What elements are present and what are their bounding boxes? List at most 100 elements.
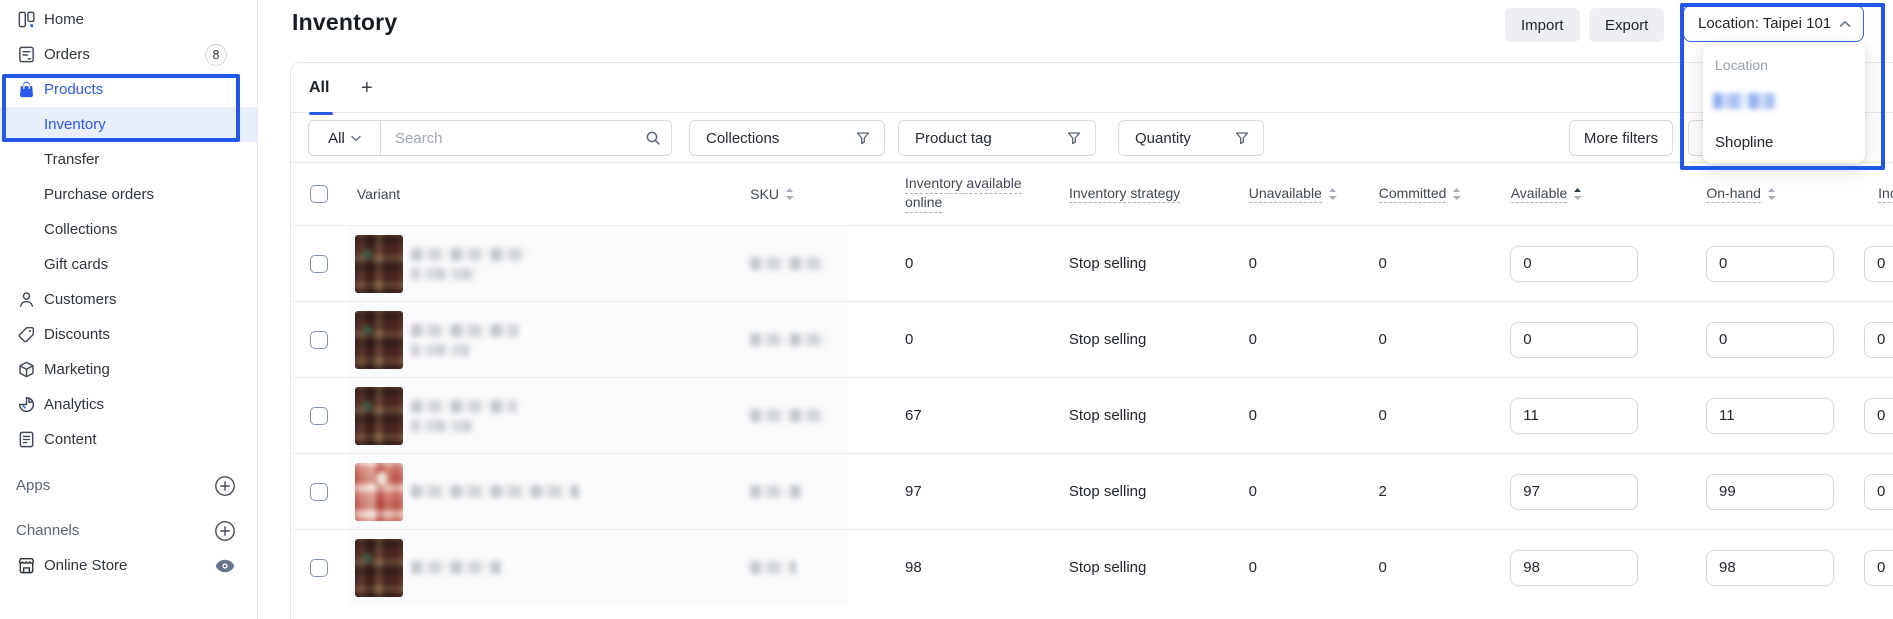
content-icon [16,430,36,450]
sidebar-item-online-store[interactable]: Online Store [0,548,257,583]
sidebar-item-label: Customers [44,291,117,308]
sidebar-item-inventory[interactable]: Inventory [0,107,257,142]
row-checkbox[interactable] [310,331,328,349]
store-icon [16,556,36,576]
search-icon[interactable] [635,130,671,146]
sidebar-item-analytics[interactable]: Analytics [0,387,257,422]
location-menu: Location Shopline [1703,45,1865,163]
chevron-down-icon [351,135,361,142]
analytics-icon [16,395,36,415]
on-hand-input[interactable] [1706,246,1834,282]
eye-icon[interactable] [214,555,236,577]
location-menu-item-shopline[interactable]: Shopline [1713,134,1855,151]
on-hand-input[interactable] [1706,322,1834,358]
incoming-input[interactable] [1864,246,1893,282]
available-online-value: 97 [905,483,922,500]
redacted-variant-name [411,561,501,574]
sidebar-item-label: Online Store [44,557,127,574]
sidebar-item-discounts[interactable]: Discounts [0,317,257,352]
inventory-strategy-value: Stop selling [1069,331,1147,348]
funnel-icon [1067,131,1081,145]
incoming-input[interactable] [1864,550,1893,586]
available-input[interactable] [1510,550,1638,586]
search-scope-label: All [328,130,345,147]
column-header-incoming: Incoming [1821,185,1893,203]
column-label: Variant [357,186,400,202]
sidebar-item-label: Transfer [44,151,99,168]
product-tag-filter-button[interactable]: Product tag [898,120,1096,156]
redacted-variant-name [411,248,527,280]
inventory-strategy-value: Stop selling [1069,483,1147,500]
collections-filter-button[interactable]: Collections [689,120,885,156]
sidebar-item-purchase-orders[interactable]: Purchase orders [0,177,257,212]
sidebar-section-label: Apps [16,477,50,494]
column-header-available[interactable]: Available [1454,185,1650,203]
funnel-icon [856,131,870,145]
sidebar-item-orders[interactable]: Orders8 [0,37,257,72]
orders-count-badge: 8 [205,44,227,66]
import-button[interactable]: Import [1505,8,1580,42]
incoming-input[interactable] [1864,322,1893,358]
column-header-sku[interactable]: SKU [700,186,848,202]
on-hand-input[interactable] [1706,398,1834,434]
sidebar-item-content[interactable]: Content [0,422,257,457]
sidebar-item-label: Marketing [44,361,110,378]
sidebar-item-products[interactable]: Products [0,72,257,107]
column-header-committed[interactable]: Committed [1322,185,1454,203]
more-filters-button[interactable]: More filters [1569,120,1673,156]
product-thumbnail [355,387,403,445]
sidebar-section-channels[interactable]: Channels [0,513,257,548]
column-header-onhand[interactable]: On-hand [1649,185,1821,203]
sidebar-item-collections[interactable]: Collections [0,212,257,247]
plus-circle-icon[interactable] [214,520,236,542]
available-input[interactable] [1510,322,1638,358]
inventory-strategy-value: Stop selling [1069,407,1147,424]
tab-all[interactable]: All [309,63,329,113]
on-hand-input[interactable] [1706,474,1834,510]
select-all-checkbox[interactable] [310,185,328,203]
column-label: Inventory strategy [1069,185,1180,203]
inventory-card: All + All Collections [290,62,1893,619]
location-menu-item-current[interactable] [1713,93,1855,109]
row-checkbox[interactable] [310,559,328,577]
search-scope-dropdown[interactable]: All [309,121,381,155]
sidebar-item-customers[interactable]: Customers [0,282,257,317]
quantity-filter-label: Quantity [1135,130,1191,147]
search-group: All [308,120,672,156]
sidebar-item-label: Inventory [44,116,106,133]
location-dropdown-button[interactable]: Location: Taipei 101 [1683,5,1864,42]
sidebar-item-gift-cards[interactable]: Gift cards [0,247,257,282]
row-checkbox[interactable] [310,255,328,273]
row-checkbox[interactable] [310,407,328,425]
available-online-value: 67 [905,407,922,424]
on-hand-input[interactable] [1706,550,1834,586]
sidebar-section-apps[interactable]: Apps [0,468,257,503]
add-tab-button[interactable]: + [361,63,373,113]
quantity-filter-button[interactable]: Quantity [1118,120,1264,156]
available-input[interactable] [1510,474,1638,510]
table-row: 0Stop selling00 [291,301,1893,377]
available-input[interactable] [1510,398,1638,434]
incoming-input[interactable] [1864,398,1893,434]
product-thumbnail [355,235,403,293]
column-label: On-hand [1706,185,1760,203]
committed-value: 2 [1378,483,1386,500]
filter-row: All Collections Product tag [291,113,1893,163]
column-label: Inventory availableonline [905,175,1022,213]
sort-icon[interactable] [1573,187,1582,201]
sort-icon[interactable] [785,187,794,201]
column-header-unavailable[interactable]: Unavailable [1192,185,1322,203]
sidebar-item-marketing[interactable]: Marketing [0,352,257,387]
row-checkbox[interactable] [310,483,328,501]
committed-value: 0 [1378,331,1386,348]
plus-circle-icon[interactable] [214,475,236,497]
sidebar-item-transfer[interactable]: Transfer [0,142,257,177]
redacted-variant-name [411,400,517,432]
export-button[interactable]: Export [1589,8,1664,42]
sidebar-item-home[interactable]: Home [0,2,257,37]
available-input[interactable] [1510,246,1638,282]
sort-icon[interactable] [1767,187,1776,201]
search-input[interactable] [381,121,635,155]
sidebar-item-label: Collections [44,221,117,238]
incoming-input[interactable] [1864,474,1893,510]
